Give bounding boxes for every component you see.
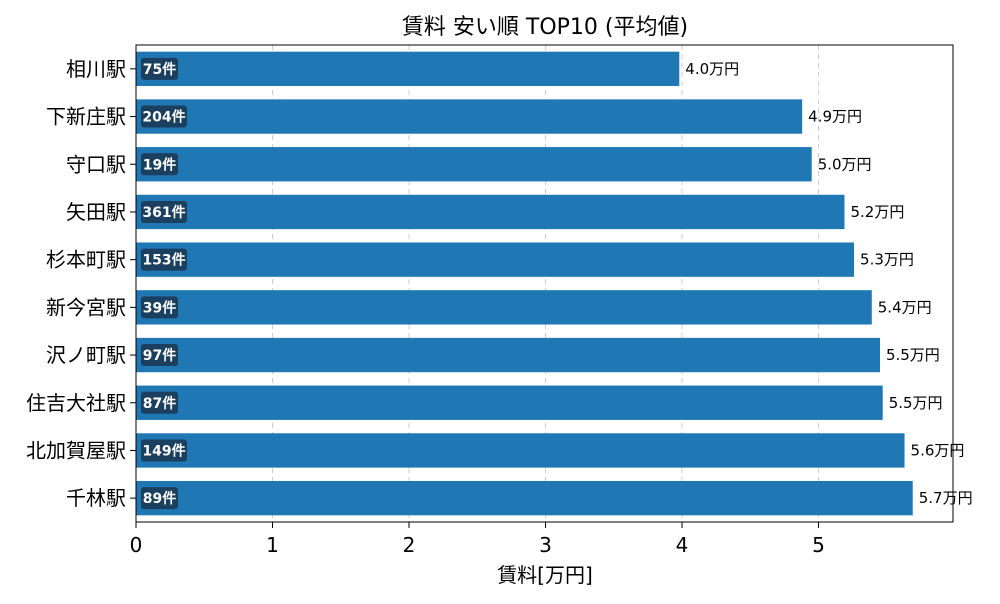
bar [136,337,880,373]
count-badge [141,105,187,128]
x-tick-labels: 0 1 2 3 4 5 [130,522,825,557]
x-tick-label: 3 [539,533,552,557]
count-label: 97件 [143,347,176,364]
count-badge [141,200,187,223]
count-badge [141,439,187,462]
category-label: 北加賀屋駅 [26,438,126,462]
category-label: 守口駅 [66,152,126,176]
category-label: 相川駅 [66,57,126,81]
category-label: 下新庄駅 [46,105,126,129]
count-badge [141,487,178,510]
x-tick-label: 0 [130,533,143,557]
value-label: 5.3万円 [860,251,914,269]
bar [136,290,872,325]
count-badge [141,344,178,367]
bar [136,147,812,182]
count-badge [141,296,178,319]
category-label: 住吉大社駅 [26,391,126,415]
bar [136,194,845,230]
x-tick-label: 1 [266,533,279,557]
bar [136,51,680,87]
value-label: 5.5万円 [886,346,940,364]
value-label: 5.6万円 [911,441,965,459]
category-label: 千林駅 [66,486,126,510]
category-label: 沢ノ町駅 [46,343,126,367]
bar [136,480,913,516]
count-badge [141,153,178,176]
value-label: 5.2万円 [850,203,904,221]
count-label: 149件 [142,442,185,459]
count-label: 153件 [142,252,185,269]
plot-frame [135,44,954,523]
value-label: 5.4万円 [878,298,932,316]
value-label: 5.0万円 [818,155,872,173]
count-label: 361件 [142,204,185,221]
x-tick-label: 4 [676,533,689,557]
count-badge [141,391,178,414]
count-label: 39件 [143,299,176,316]
count-label: 87件 [143,395,176,412]
bar [136,385,883,420]
category-label: 新今宮駅 [46,295,126,319]
bars: 4.0万円 75件 4.9万円 204件 5.0万円 19件 5.2万円 361件 5.3万円 1… [136,51,973,516]
bar [136,242,855,277]
category-label: 杉本町駅 [46,248,126,272]
count-label: 75件 [143,61,176,78]
value-label: 4.0万円 [685,60,739,78]
count-badge [141,248,187,271]
value-label: 5.5万円 [889,394,943,412]
bar [136,433,905,468]
value-label: 5.7万円 [919,489,973,507]
x-axis-label: 賃料[万円] [497,563,593,587]
count-label: 204件 [142,109,185,126]
value-label: 4.9万円 [808,108,862,126]
x-tick-label: 5 [812,533,825,557]
count-label: 19件 [143,156,176,173]
count-badge [141,57,178,80]
chart-title: 賃料 安い順 TOP10 (平均値) [402,15,688,40]
bar [136,99,803,134]
count-label: 89件 [143,490,176,507]
x-tick-label: 2 [403,533,416,557]
category-label: 矢田駅 [66,200,126,224]
